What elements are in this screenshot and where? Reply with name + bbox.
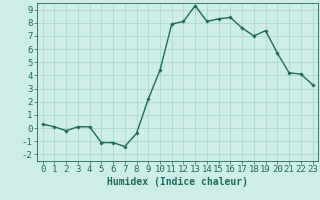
X-axis label: Humidex (Indice chaleur): Humidex (Indice chaleur): [107, 177, 248, 187]
